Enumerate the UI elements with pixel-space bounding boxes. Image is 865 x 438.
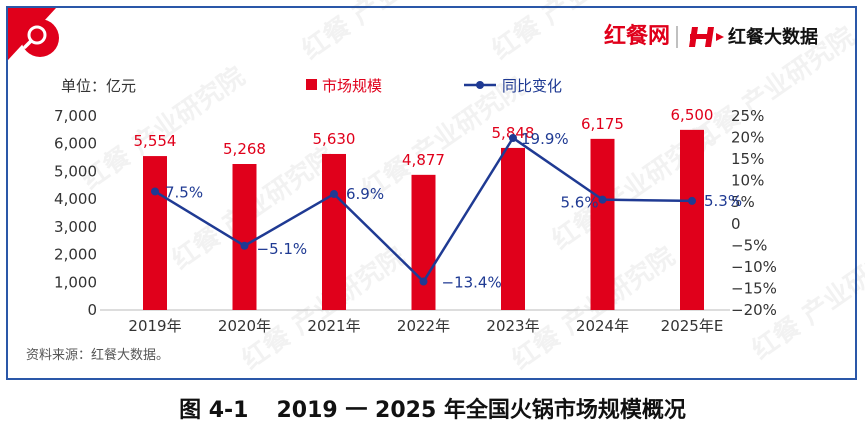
line-point	[688, 196, 696, 205]
bar-value-label: 5,554	[134, 132, 177, 150]
magnifier-icon	[27, 25, 47, 45]
bar	[411, 174, 436, 310]
legend-bar-label: 市场规模	[322, 77, 382, 95]
right-axis-tick-label: 0	[731, 215, 741, 233]
line-value-label: −5.1%	[257, 240, 308, 258]
right-axis-tick-label: −10%	[731, 258, 777, 276]
data-logo-icon	[689, 27, 724, 47]
bar	[143, 156, 167, 310]
x-axis-tick-label: 2023年	[486, 317, 539, 335]
magnifier-handle	[23, 39, 33, 49]
line-point	[598, 195, 607, 204]
right-axis-tick-label: 10%	[731, 172, 764, 190]
left-axis-tick-label: 6,000	[54, 135, 97, 153]
x-axis-tick-label: 2025年E	[661, 317, 724, 335]
line-point	[509, 133, 517, 142]
bar-value-labels: 5,554 5,268 5,630 4,877 5,848 6,175 6,500	[134, 106, 714, 169]
x-axis-tick-label: 2021年	[307, 317, 360, 335]
left-axis-tick-label: 2,000	[54, 246, 97, 264]
line-value-labels: 7.5% −5.1% 6.9% −13.4% 19.9% 5.6% 5.3%	[165, 130, 742, 292]
unit-label: 单位：亿元	[61, 77, 136, 95]
bar-series	[143, 129, 704, 310]
legend-line-label: 同比变化	[502, 77, 562, 95]
right-axis-tick-label: 5%	[731, 193, 755, 211]
bar-value-label: 5,630	[313, 130, 356, 148]
brand-area: 红餐网 红餐大数据	[604, 23, 818, 49]
bar-value-label: 5,848	[492, 124, 535, 142]
figure-title: 2019 一 2025 年全国火锅市场规模概况	[276, 398, 686, 423]
line-point	[151, 187, 159, 196]
bar	[322, 153, 346, 310]
line-value-label: 5.3%	[704, 192, 742, 210]
left-axis: 0 1,000 2,000 3,000 4,000 5,000 6,000 7,000	[54, 107, 97, 319]
right-axis-tick-label: 25%	[731, 107, 764, 125]
line-point	[330, 190, 338, 199]
legend-line-marker	[476, 81, 484, 89]
badge-circle	[21, 19, 59, 57]
right-axis-tick-label: −5%	[731, 236, 767, 254]
line-point	[419, 277, 428, 286]
bar-value-label: 4,877	[402, 151, 445, 169]
brand-logo: 红餐网	[604, 23, 670, 49]
left-axis-tick-label: 0	[87, 301, 97, 319]
right-axis-tick-label: −15%	[731, 279, 777, 297]
legend: 市场规模 同比变化	[306, 77, 562, 95]
x-axis-tick-label: 2024年	[576, 317, 629, 335]
watermark-text: 红餐 产业研究院	[296, 0, 470, 66]
legend-bar-swatch	[306, 79, 317, 90]
x-axis-tick-label: 2019年	[128, 317, 181, 335]
line-value-label: 5.6%	[561, 194, 599, 212]
bar	[232, 164, 257, 310]
line-value-label: 19.9%	[521, 130, 569, 148]
data-logo-text: 红餐大数据	[728, 26, 818, 48]
right-axis: −20% −15% −10% −5% 0 5% 10% 15% 20% 25%	[731, 107, 777, 319]
line-value-label: 7.5%	[165, 183, 203, 201]
right-axis-tick-label: 15%	[731, 150, 764, 168]
figure-caption: 图 4-1 2019 一 2025 年全国火锅市场规模概况	[0, 392, 865, 424]
bar-value-label: 5,268	[223, 140, 266, 158]
source-note: 资料来源：红餐大数据。	[26, 347, 169, 363]
right-axis-tick-label: −20%	[731, 301, 777, 319]
line-value-label: −13.4%	[442, 274, 502, 292]
search-badge	[8, 8, 59, 60]
x-axis-tick-label: 2022年	[397, 317, 450, 335]
right-axis-tick-label: 20%	[731, 129, 764, 147]
x-axis-tick-label: 2020年	[218, 317, 271, 335]
bar-value-label: 6,175	[581, 115, 624, 133]
left-axis-tick-label: 5,000	[54, 162, 97, 180]
figure-number: 图 4-1	[179, 398, 249, 423]
bar	[590, 138, 615, 310]
left-axis-tick-label: 3,000	[54, 218, 97, 236]
bar	[680, 129, 704, 310]
left-axis-tick-label: 4,000	[54, 190, 97, 208]
line-point	[240, 241, 249, 250]
line-series	[151, 133, 696, 286]
bar-value-label: 6,500	[671, 106, 714, 124]
left-axis-tick-label: 1,000	[54, 273, 97, 291]
x-axis: 2019年 2020年 2021年 2022年 2023年 2024年 2025年E	[128, 317, 723, 335]
line-value-label: 6.9%	[346, 185, 384, 203]
left-axis-tick-label: 7,000	[54, 107, 97, 125]
bar	[501, 147, 525, 310]
